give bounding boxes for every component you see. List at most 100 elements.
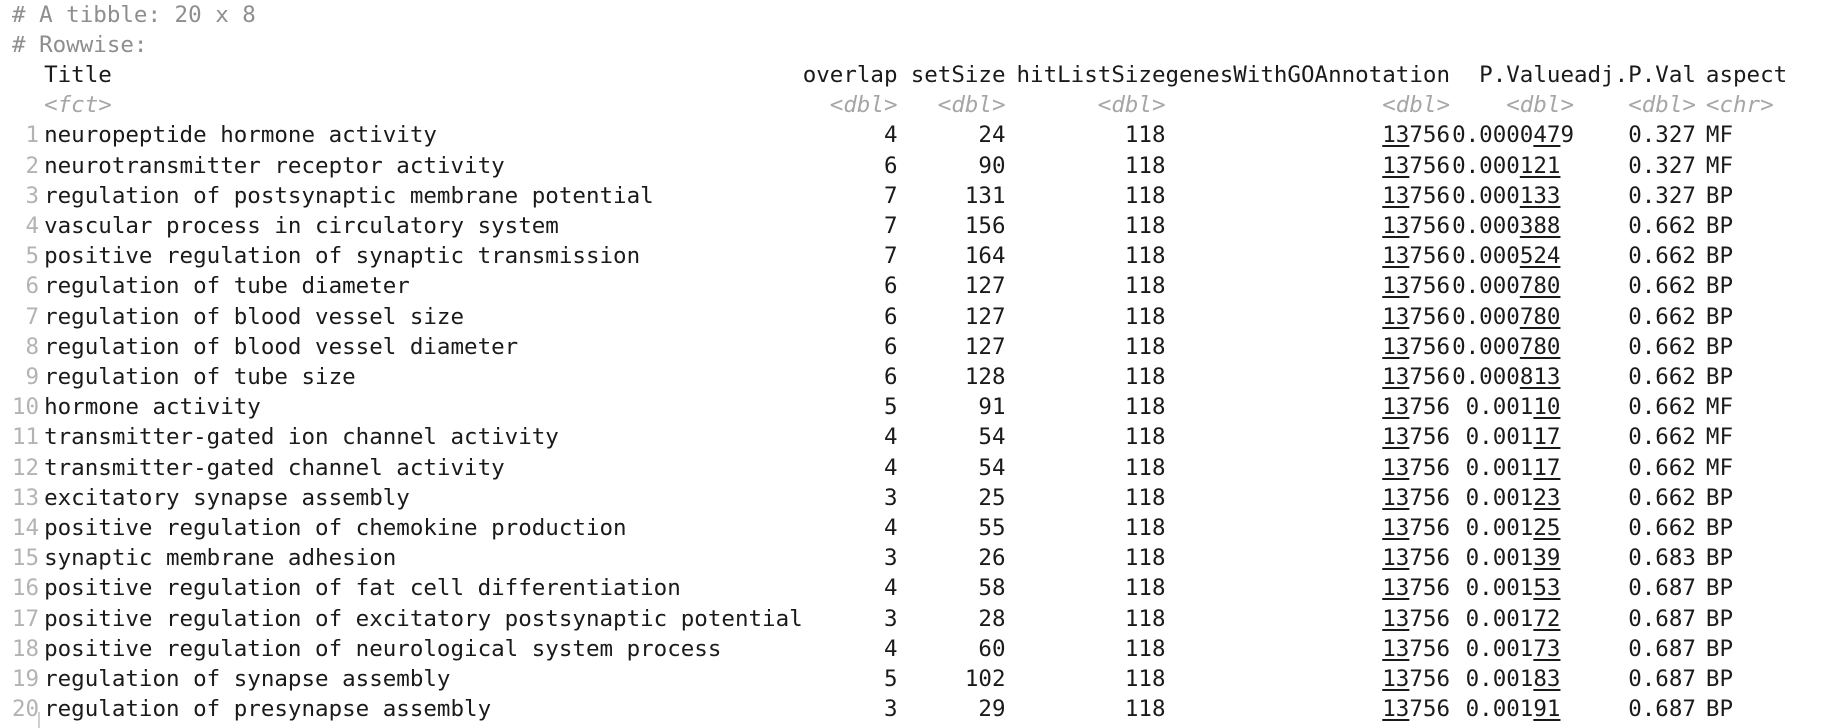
genes-thousands-digits: 13: [1382, 122, 1410, 149]
row-number: 20: [12, 696, 40, 723]
cell-setsize: 127: [964, 303, 1006, 330]
table-row: 20 regulation of presynapse assembly 3 29 11…: [12, 694, 1787, 724]
cell-hitlistsize: 118: [1124, 635, 1166, 662]
cell-overlap: 3: [883, 545, 898, 572]
cell-title: positive regulation of neurological syst…: [44, 635, 722, 662]
genes-thousands-digits: 13: [1382, 454, 1410, 481]
cell-pvalue: 0.000388: [1450, 211, 1574, 241]
row-number: 14: [12, 515, 40, 542]
cell-geneswithgoannotation: 13756: [1166, 664, 1450, 694]
cell-aspect: BP: [1705, 515, 1734, 542]
pvalue-leading: 0.001: [1465, 575, 1534, 602]
genes-thousands-digits: 13: [1382, 364, 1410, 391]
cell-adjpval: 0.687: [1628, 635, 1696, 662]
pvalue-leading: 0.001: [1465, 515, 1534, 542]
table-row: 11 transmitter-gated ion channel activity…: [12, 422, 1787, 452]
row-number: 12: [12, 454, 40, 481]
cell-aspect: BP: [1705, 182, 1734, 209]
genes-remainder-digits: 756: [1409, 545, 1450, 572]
genes-remainder-digits: 756: [1409, 484, 1450, 511]
table-row: 1 neuropeptide hormone activity 4 24 118 1375…: [12, 120, 1787, 150]
cell-overlap: 3: [883, 484, 898, 511]
cell-pvalue: 0.000524: [1450, 241, 1574, 271]
tibble-table: Title overlap setSize hitListSize genesW…: [12, 60, 1787, 724]
cell-adjpval: 0.687: [1628, 575, 1696, 602]
genes-thousands-digits: 13: [1382, 182, 1410, 209]
cell-aspect: MF: [1705, 152, 1734, 179]
rownum-header: [12, 60, 44, 90]
header-row: Title overlap setSize hitListSize genesW…: [12, 60, 1787, 90]
cell-adjpval: 0.662: [1628, 364, 1696, 391]
row-number: 4: [25, 213, 40, 240]
column-type-aspect: <chr>: [1705, 92, 1774, 119]
cell-setsize: 128: [964, 364, 1006, 391]
row-number: 17: [12, 605, 40, 632]
column-type-adjpval: <dbl>: [1628, 92, 1696, 119]
cell-adjpval: 0.327: [1628, 152, 1696, 179]
cell-hitlistsize: 118: [1124, 243, 1166, 270]
pvalue-significant-digits: 73: [1533, 635, 1561, 662]
column-type-title: <fct>: [44, 92, 112, 119]
cell-geneswithgoannotation: 13756: [1166, 634, 1450, 664]
row-number: 5: [25, 243, 40, 270]
cell-aspect: BP: [1705, 545, 1734, 572]
genes-thousands-digits: 13: [1382, 515, 1410, 542]
cell-aspect: MF: [1705, 424, 1734, 451]
cell-setsize: 164: [964, 243, 1006, 270]
table-row: 8 regulation of blood vessel diameter 6 127…: [12, 332, 1787, 362]
cell-setsize: 91: [978, 394, 1006, 421]
pvalue-leading: 0.001: [1465, 605, 1534, 632]
row-number: 19: [12, 666, 40, 693]
cell-geneswithgoannotation: 13756: [1166, 543, 1450, 573]
pvalue-significant-digits: 39: [1533, 545, 1561, 572]
genes-remainder-digits: 756: [1409, 605, 1450, 632]
genes-remainder-digits: 756: [1409, 635, 1450, 662]
table-row: 17 positive regulation of excitatory post…: [12, 604, 1787, 634]
cell-title: transmitter-gated channel activity: [44, 454, 505, 481]
cell-title: transmitter-gated ion channel activity: [44, 424, 559, 451]
cell-setsize: 54: [978, 424, 1006, 451]
cell-hitlistsize: 118: [1124, 394, 1166, 421]
cell-pvalue: 0.00139: [1450, 543, 1574, 573]
genes-remainder-digits: 756: [1409, 333, 1450, 360]
pvalue-leading: 0.0000: [1452, 122, 1534, 149]
cell-overlap: 4: [883, 122, 898, 149]
pvalue-leading: 0.001: [1465, 394, 1534, 421]
pvalue-leading: 0.000: [1452, 243, 1520, 270]
cell-setsize: 156: [964, 213, 1006, 240]
cell-overlap: 7: [883, 243, 898, 270]
table-row: 10 hormone activity 5 91 118 13756 0.00110 0.6…: [12, 392, 1787, 422]
column-header-adjpval: adj.P.Val: [1574, 62, 1696, 88]
cell-geneswithgoannotation: 13756: [1166, 181, 1450, 211]
genes-remainder-digits: 756: [1409, 303, 1450, 330]
cell-title: positive regulation of excitatory postsy…: [44, 605, 803, 632]
pvalue-leading: 0.001: [1465, 666, 1534, 693]
cell-title: regulation of postsynaptic membrane pote…: [44, 182, 654, 209]
genes-remainder-digits: 756: [1409, 424, 1450, 451]
cell-aspect: BP: [1705, 273, 1734, 300]
cell-aspect: MF: [1705, 394, 1734, 421]
cell-adjpval: 0.662: [1628, 424, 1696, 451]
cell-aspect: BP: [1705, 635, 1734, 662]
cell-adjpval: 0.687: [1628, 605, 1696, 632]
cell-pvalue: 0.000813: [1450, 362, 1574, 392]
cell-geneswithgoannotation: 13756: [1166, 120, 1450, 150]
cell-overlap: 4: [883, 515, 898, 542]
pvalue-leading: 0.001: [1465, 696, 1534, 723]
cell-setsize: 131: [964, 182, 1006, 209]
cell-aspect: BP: [1705, 364, 1734, 391]
cell-hitlistsize: 118: [1124, 273, 1166, 300]
table-row: 3 regulation of postsynaptic membrane pot…: [12, 181, 1787, 211]
row-number: 3: [25, 182, 40, 209]
genes-remainder-digits: 756: [1409, 666, 1450, 693]
cell-pvalue: 0.00125: [1450, 513, 1574, 543]
genes-remainder-digits: 756: [1409, 394, 1450, 421]
pvalue-leading: 0.001: [1465, 635, 1534, 662]
cell-hitlistsize: 118: [1124, 303, 1166, 330]
cell-overlap: 6: [883, 152, 898, 179]
cell-adjpval: 0.662: [1628, 454, 1696, 481]
row-number: 9: [25, 364, 40, 391]
cell-setsize: 26: [978, 545, 1006, 572]
cell-title: positive regulation of synaptic transmis…: [44, 243, 641, 270]
cell-geneswithgoannotation: 13756: [1166, 573, 1450, 603]
